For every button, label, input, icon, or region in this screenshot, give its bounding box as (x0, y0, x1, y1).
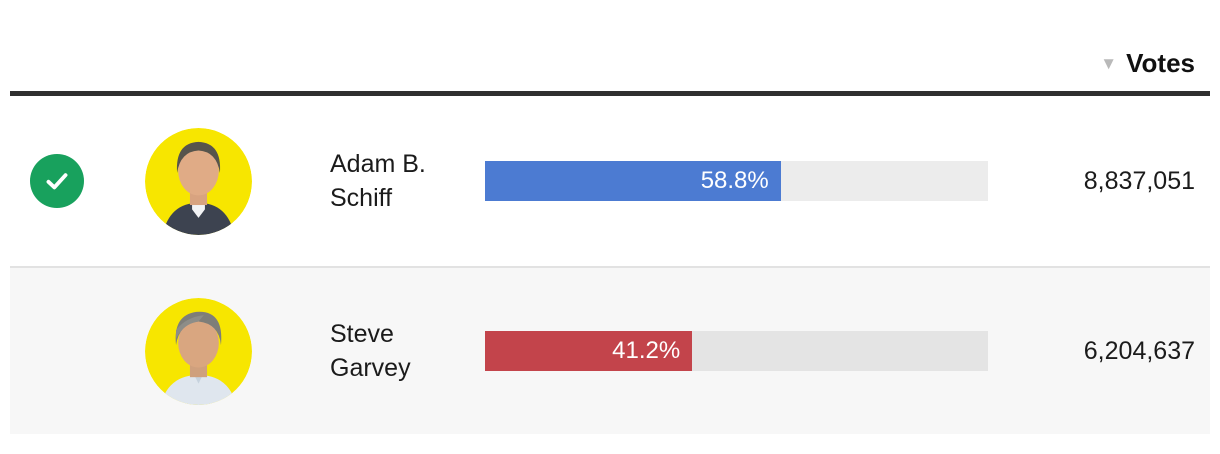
table-header: ▼ Votes (10, 0, 1210, 96)
candidate-name: Steve Garvey (330, 320, 411, 382)
percent-label: 41.2% (612, 337, 681, 364)
election-results-table: ▼ Votes (10, 0, 1210, 434)
candidate-row-garvey: Steve Garvey 41.2% 6,204,637 (10, 266, 1210, 434)
bar-track: 41.2% (485, 331, 988, 371)
bar-fill-garvey: 41.2% (485, 331, 693, 371)
vote-total: 6,204,637 (1083, 336, 1195, 365)
candidate-avatar-schiff (145, 127, 252, 235)
percent-bar-cell: 58.8% (485, 161, 988, 201)
percent-label: 58.8% (700, 167, 769, 194)
candidate-row-schiff: Adam B. Schiff 58.8% 8,837,051 (10, 96, 1210, 266)
sort-descending-icon[interactable]: ▼ (1100, 53, 1118, 73)
avatar-cell (145, 297, 252, 405)
percent-bar-cell: 41.2% (485, 331, 988, 371)
avatar-cell (145, 127, 252, 235)
winner-check-cell (10, 154, 145, 208)
avatar-photo (159, 311, 238, 405)
winner-checkmark-icon (30, 154, 84, 208)
bar-fill-schiff: 58.8% (485, 161, 781, 201)
bar-track: 58.8% (485, 161, 988, 201)
avatar-photo (162, 141, 235, 235)
votes-sort-header[interactable]: ▼ Votes (1100, 50, 1195, 76)
candidate-name: Adam B. Schiff (330, 150, 426, 212)
votes-column-header[interactable]: Votes (1126, 48, 1195, 78)
candidate-avatar-garvey (145, 297, 252, 405)
vote-total: 8,837,051 (1083, 166, 1195, 195)
